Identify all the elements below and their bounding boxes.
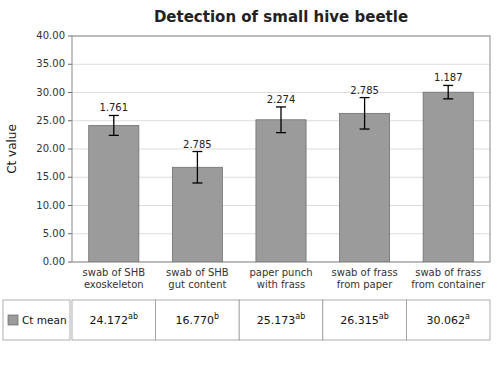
- x-tick-label-line: with frass: [257, 279, 306, 290]
- error-cap: [109, 115, 119, 116]
- y-tick: [68, 205, 72, 206]
- x-tick-label-line: swab of SHB: [83, 267, 146, 278]
- table-mean: 25.173ab: [257, 312, 305, 327]
- y-tick: [68, 177, 72, 178]
- table-cell: [406, 300, 490, 340]
- error-cap: [360, 97, 370, 98]
- superscript: ab: [379, 312, 389, 321]
- legend-label: Ct mean: [22, 314, 67, 326]
- table-mean-text: 24.172: [90, 314, 129, 327]
- y-tick: [68, 120, 72, 121]
- y-tick: [68, 149, 72, 150]
- error-cap: [109, 135, 119, 136]
- error-bar: [360, 98, 370, 129]
- bar: [256, 120, 306, 262]
- x-tick-label: swab of frassfrom container: [411, 267, 486, 290]
- error-label: 2.274: [267, 94, 296, 105]
- error-stem: [280, 107, 281, 133]
- superscript: ab: [128, 312, 138, 321]
- error-stem: [364, 98, 365, 129]
- error-stem: [113, 115, 114, 135]
- legend: Ct mean: [3, 300, 70, 340]
- x-tick-label: swab of SHBgut content: [166, 267, 229, 290]
- superscript: ab: [295, 312, 305, 321]
- superscript: a: [465, 312, 470, 321]
- error-bar: [443, 85, 453, 98]
- error-label: 2.785: [350, 85, 379, 96]
- table-mean-text: 16.770: [176, 314, 215, 327]
- error-label: 1.761: [99, 102, 128, 113]
- x-tick-label: swab of SHBexoskeleton: [83, 267, 146, 290]
- y-tick-label: 30.00: [36, 87, 65, 98]
- error-bar: [192, 152, 202, 183]
- table-cell: [239, 300, 323, 340]
- table-cell: [323, 300, 407, 340]
- bars: [89, 85, 474, 262]
- table: 24.172ab16.770b25.173ab26.315ab30.062a: [72, 300, 490, 340]
- error-bar: [276, 107, 286, 133]
- legend-frame: [3, 300, 70, 340]
- grid-line: [72, 64, 490, 65]
- error-stem: [448, 85, 449, 98]
- table-cell: [72, 300, 156, 340]
- x-tick-label: swab of frassfrom paper: [332, 267, 398, 290]
- table-mean-text: 26.315: [340, 314, 379, 327]
- plot-frame: [72, 36, 490, 262]
- bar: [423, 92, 473, 262]
- bar: [340, 113, 390, 262]
- error-cap: [443, 98, 453, 99]
- y-tick: [68, 262, 72, 263]
- legend-swatch: [8, 315, 18, 325]
- x-tick-label-line: from container: [411, 279, 486, 290]
- error-cap: [192, 151, 202, 152]
- table-mean: 30.062a: [426, 312, 470, 327]
- chart: 0.00 5.00 10.00 15.00 20.00 25.00 30.00 35.00 40…: [0, 0, 500, 387]
- y-tick-label: 35.00: [36, 58, 65, 69]
- error-cap: [443, 85, 453, 86]
- error-cap: [276, 132, 286, 133]
- error-cap: [360, 128, 370, 129]
- y-tick-label: 0.00: [43, 256, 65, 267]
- x-tick-label-line: gut content: [168, 279, 226, 290]
- y-tick-label: 20.00: [36, 143, 65, 154]
- x-tick-label-line: swab of SHB: [166, 267, 229, 278]
- y-tick-label: 25.00: [36, 115, 65, 126]
- error-label: 1.187: [434, 72, 463, 83]
- y-tick-label: 15.00: [36, 171, 65, 182]
- y-tick-label: 5.00: [43, 228, 65, 239]
- table-mean: 16.770b: [176, 312, 220, 327]
- x-tick-label: paper punchwith frass: [249, 267, 312, 290]
- y-tick: [68, 92, 72, 93]
- x-tick-label-line: swab of frass: [332, 267, 398, 278]
- table-mean-text: 25.173: [257, 314, 296, 327]
- error-label: 2.785: [183, 139, 212, 150]
- error-cap: [192, 182, 202, 183]
- error-cap: [276, 106, 286, 107]
- x-tick-label-line: from paper: [337, 279, 393, 290]
- title: Detection of small hive beetle: [154, 8, 408, 26]
- y-tick: [68, 64, 72, 65]
- superscript: b: [214, 312, 219, 321]
- y-tick-label: 40.00: [36, 30, 65, 41]
- y-tick-label: 10.00: [36, 200, 65, 211]
- y-axis-label: Ct value: [5, 124, 19, 174]
- table-mean: 24.172ab: [90, 312, 138, 327]
- y-tick: [68, 233, 72, 234]
- table-cell: [156, 300, 240, 340]
- table-mean-text: 30.062: [426, 314, 465, 327]
- y-tick: [68, 36, 72, 37]
- x-tick-label-line: swab of frass: [415, 267, 481, 278]
- x-tick-label-line: paper punch: [249, 267, 312, 278]
- error-bar: [109, 115, 119, 135]
- table-mean: 26.315ab: [340, 312, 388, 327]
- bar: [89, 125, 139, 262]
- error-stem: [197, 152, 198, 183]
- x-tick-label-line: exoskeleton: [84, 279, 144, 290]
